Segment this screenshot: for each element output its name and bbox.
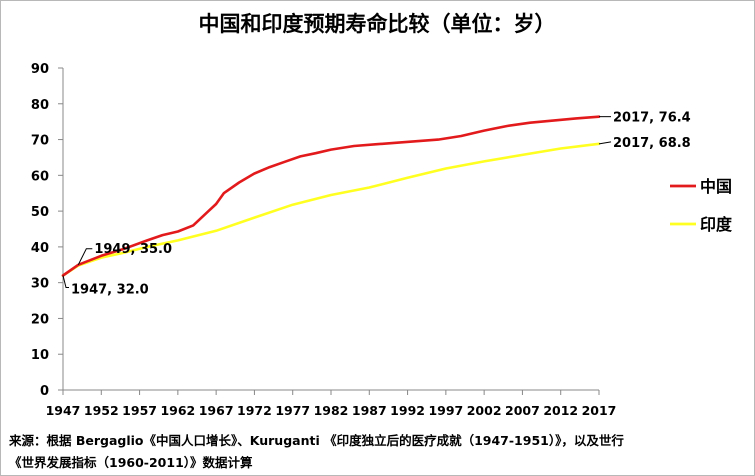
x-tick-label: 1992 bbox=[390, 403, 425, 418]
series-line-india bbox=[61, 142, 601, 277]
y-tick-label: 70 bbox=[31, 134, 49, 149]
x-tick-label: 1952 bbox=[84, 403, 119, 418]
x-tick-label: 1982 bbox=[314, 403, 349, 418]
y-tick-label: 50 bbox=[31, 205, 49, 220]
y-tick-label: 60 bbox=[31, 169, 49, 184]
y-tick-label: 30 bbox=[31, 277, 49, 292]
y-tick-label: 0 bbox=[40, 384, 49, 399]
data-label: 2017, 76.4 bbox=[613, 111, 691, 126]
x-tick-label: 2002 bbox=[467, 403, 502, 418]
data-label: 1949, 35.0 bbox=[94, 242, 172, 257]
series-line-china bbox=[61, 115, 601, 277]
legend-label-india: 印度 bbox=[700, 215, 733, 234]
annotation-layer: 1947, 32.0 1949, 35.0 2017, 76.4 2017, 68.8 bbox=[62, 111, 691, 298]
data-label: 2017, 68.8 bbox=[613, 136, 691, 151]
annotation-leader bbox=[77, 248, 93, 266]
x-tick-label: 2012 bbox=[543, 403, 578, 418]
legend-label-china: 中国 bbox=[700, 177, 732, 196]
x-tick-label: 1947 bbox=[46, 403, 81, 418]
y-tick-label: 10 bbox=[31, 348, 49, 363]
y-tick-label: 20 bbox=[31, 312, 49, 327]
x-tick-label: 1972 bbox=[237, 403, 272, 418]
x-tick-label: 1977 bbox=[275, 403, 310, 418]
annotation-leader bbox=[598, 141, 612, 145]
x-tick-label: 1962 bbox=[160, 403, 195, 418]
source-note-line-1: 来源：根据 Bergaglio《中国人口增长》、Kuruganti 《印度独立后… bbox=[9, 433, 624, 448]
x-tick-label: 1957 bbox=[122, 403, 157, 418]
y-tick-label: 80 bbox=[31, 98, 49, 113]
x-tick-label: 1987 bbox=[352, 403, 387, 418]
y-tick-label: 40 bbox=[31, 241, 49, 256]
series-layer bbox=[61, 115, 601, 277]
annotation-leader bbox=[62, 275, 69, 289]
x-tick-label: 2017 bbox=[582, 403, 617, 418]
x-tick-label: 1997 bbox=[428, 403, 463, 418]
x-tick-label: 2007 bbox=[505, 403, 540, 418]
y-tick-label: 90 bbox=[31, 62, 49, 77]
line-chart: 中国和印度预期寿命比较（单位：岁） 0 10 20 30 40 50 60 70 80 90 194… bbox=[31, 12, 733, 418]
source-note-line-2: 《世界发展指标（1960-2011）》数据计算 bbox=[9, 455, 253, 470]
chart-title: 中国和印度预期寿命比较（单位：岁） bbox=[199, 12, 556, 36]
x-tick-label: 1967 bbox=[199, 403, 234, 418]
data-label: 1947, 32.0 bbox=[71, 283, 149, 298]
